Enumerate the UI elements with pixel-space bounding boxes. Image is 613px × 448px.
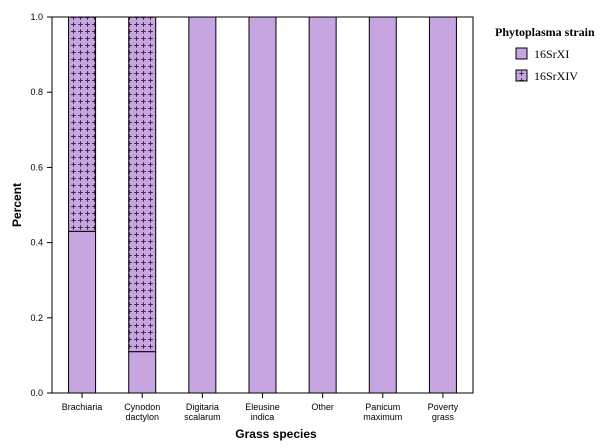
bar-segment-16SrXI — [368, 16, 397, 394]
y-axis: 0.0 0.2 0.4 0.6 0.8 1.0 — [30, 12, 52, 398]
x-tick-label-line: Eleusine — [245, 402, 280, 412]
bar-segment-16SrXIV — [68, 16, 97, 232]
legend-label: 16SrXIV — [534, 69, 578, 83]
x-tick-label-line: Digitaria — [186, 402, 219, 412]
x-tick-label-line: indica — [251, 412, 275, 422]
bar-segment-16SrXI — [68, 230, 97, 394]
x-tick-label-line: Other — [311, 402, 334, 412]
legend-swatch-16SrXI — [515, 47, 528, 60]
x-tick-label: Poverty grass — [428, 402, 459, 422]
legend-title: Phytoplasma strain — [495, 25, 595, 39]
x-tick-label: Other — [311, 402, 334, 412]
x-tick-label-line: grass — [432, 412, 455, 422]
x-tick-label-line: dactylon — [125, 412, 159, 422]
legend-label: 16SrXI — [534, 47, 569, 61]
x-tick-label-line: maximum — [363, 412, 402, 422]
bar-segment-16SrXI — [188, 16, 217, 394]
y-tick-label: 1.0 — [30, 12, 43, 22]
x-tick-label: Panicum maximum — [363, 402, 402, 422]
x-tick-label: Brachiaria — [62, 402, 103, 412]
bar-segment-16SrXI — [428, 16, 457, 394]
x-tick-label: Cynodon dactylon — [124, 402, 160, 422]
x-tick-label: Eleusine indica — [245, 402, 280, 422]
x-axis-title: Grass species — [235, 427, 317, 441]
x-tick-label-line: Cynodon — [124, 402, 160, 412]
y-axis-title: Percent — [10, 183, 24, 227]
legend-swatch-16SrXIV — [515, 69, 528, 82]
x-axis: Brachiaria Cynodon dactylon Digitaria scalar… — [62, 393, 459, 422]
bar-segment-16SrXI — [308, 16, 337, 394]
bars-group — [68, 16, 457, 394]
y-tick-label: 0.6 — [30, 162, 43, 172]
legend: Phytoplasma strain 16SrXI 16SrXIV — [495, 25, 595, 83]
x-tick-label-line: Poverty — [428, 402, 459, 412]
x-tick-label-line: Panicum — [365, 402, 400, 412]
y-tick-label: 0.2 — [30, 313, 43, 323]
x-tick-label-line: scalarum — [184, 412, 221, 422]
y-tick-label: 0.8 — [30, 87, 43, 97]
x-tick-label: Digitaria scalarum — [184, 402, 221, 422]
y-tick-label: 0.4 — [30, 238, 43, 248]
bar-segment-16SrXIV — [128, 16, 157, 353]
x-tick-label-line: Brachiaria — [62, 402, 103, 412]
bar-segment-16SrXI — [128, 351, 157, 394]
y-tick-label: 0.0 — [30, 388, 43, 398]
bar-segment-16SrXI — [248, 16, 277, 394]
